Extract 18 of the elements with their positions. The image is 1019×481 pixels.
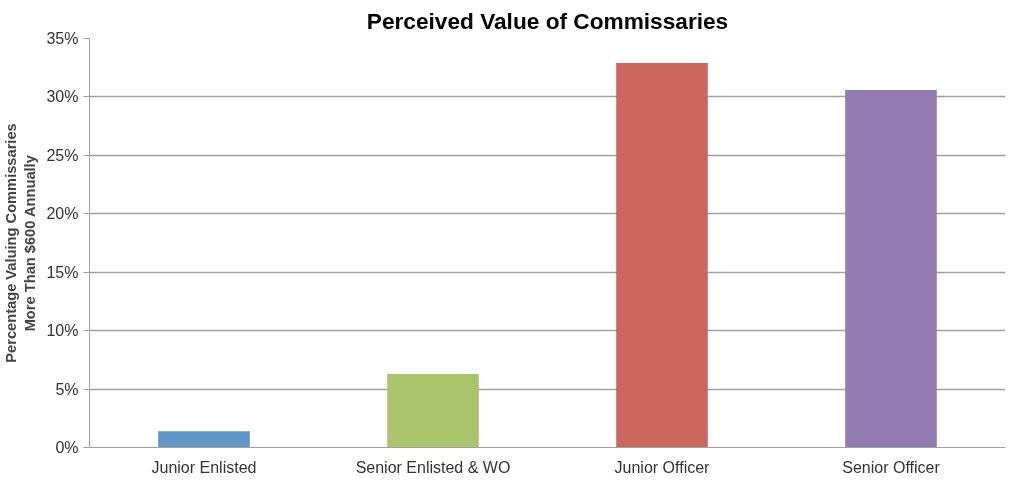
bar [387, 373, 479, 448]
y-axis-title: Percentage Valuing Commissaries More Than $600 Annually [3, 123, 39, 363]
y-tick-label: 30% [46, 88, 79, 106]
x-tick-label: Senior Enlisted & WO [355, 458, 511, 476]
x-tick-label: Junior Enlisted [151, 458, 257, 476]
y-tick-label: 20% [46, 205, 79, 223]
y-tick-label: 5% [55, 380, 79, 398]
bar [616, 63, 708, 448]
bar [158, 431, 250, 448]
y-tick-label: 15% [46, 263, 79, 281]
y-tick-label: 25% [46, 146, 79, 164]
x-tick-label: Junior Officer [614, 458, 711, 476]
y-tick-label: 0% [55, 439, 79, 456]
y-tick-label: 35% [46, 30, 79, 47]
y-tick-label: 10% [46, 322, 79, 340]
bar [845, 89, 937, 448]
x-tick-label: Senior Officer [842, 458, 941, 476]
chart-title: Perceived Value of Commissaries [366, 7, 729, 34]
